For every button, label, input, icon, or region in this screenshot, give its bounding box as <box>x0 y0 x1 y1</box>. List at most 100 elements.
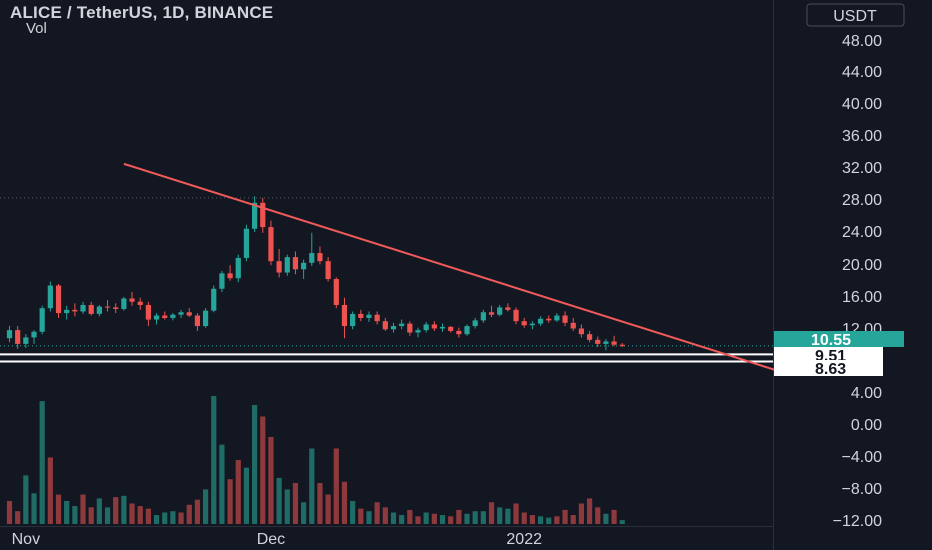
volume-bar <box>464 513 470 524</box>
volume-bar <box>227 479 233 524</box>
currency-button[interactable]: USDT <box>806 3 905 27</box>
candle-body <box>570 322 576 329</box>
volume-bar <box>64 500 70 524</box>
price-badge-text: 8.63 <box>815 361 846 378</box>
candle-body <box>513 309 519 322</box>
volume-bar <box>104 507 111 524</box>
candle-body <box>333 279 339 305</box>
candle <box>153 313 160 325</box>
volume-bar <box>350 500 356 524</box>
volume-bar <box>382 507 388 524</box>
price-badge-bg <box>774 331 904 347</box>
candle <box>423 322 429 333</box>
candle-body <box>390 326 397 330</box>
volume-bar <box>178 512 184 524</box>
y-tick-label: 4.00 <box>851 385 882 402</box>
candle-body <box>113 307 119 310</box>
volume-bar <box>497 507 503 524</box>
candle-body <box>55 285 62 314</box>
volume-bar <box>55 494 62 524</box>
candle <box>350 311 356 330</box>
volume-bar <box>521 512 527 524</box>
candle-body <box>562 315 568 323</box>
y-tick-label: −12.00 <box>833 513 882 530</box>
volume-bar <box>431 513 437 524</box>
y-tick-label: 28.00 <box>842 192 882 209</box>
candle-body <box>129 298 135 302</box>
candle <box>39 305 45 335</box>
candle-body <box>72 309 78 312</box>
candle-body <box>464 326 470 335</box>
candle-body <box>219 273 225 289</box>
candle <box>448 326 454 333</box>
candle <box>382 317 388 331</box>
volume-bar <box>341 481 348 524</box>
volume-bar <box>72 506 78 524</box>
candle-body <box>537 318 544 324</box>
volume-bar <box>472 511 478 524</box>
volume-bar <box>537 516 544 524</box>
y-tick-label: 20.00 <box>842 257 882 274</box>
candle <box>129 291 135 306</box>
candle-body <box>619 344 625 346</box>
candle-body <box>47 285 53 309</box>
candle <box>170 313 176 321</box>
volume-bar <box>619 520 625 524</box>
candle <box>260 197 266 233</box>
volume-bar <box>31 493 37 524</box>
candle <box>464 324 470 336</box>
candle <box>80 301 86 314</box>
volume-bar <box>415 516 421 524</box>
candle-body <box>595 339 601 344</box>
candle <box>268 220 274 266</box>
volume-bar <box>423 512 429 524</box>
price-badge-bg <box>774 360 883 376</box>
candle-body <box>358 313 364 318</box>
candle <box>554 313 560 323</box>
x-tick-label: 2022 <box>506 531 542 548</box>
candle <box>23 334 29 348</box>
candle <box>202 308 209 328</box>
candle <box>55 283 62 318</box>
candle <box>88 301 94 316</box>
candle-body <box>317 253 323 262</box>
volume-bar <box>284 489 290 524</box>
candle-body <box>243 228 250 258</box>
candle-body <box>284 257 290 273</box>
candle-body <box>96 306 102 314</box>
candle-body <box>235 257 241 279</box>
candle <box>6 326 13 343</box>
candle <box>317 246 323 265</box>
volume-bar <box>186 504 192 524</box>
candle-body <box>423 324 429 331</box>
candle <box>456 327 462 338</box>
candle-body <box>137 301 143 305</box>
volume-bar <box>129 503 135 524</box>
candle-body <box>145 304 151 320</box>
volume-bar <box>488 502 495 524</box>
candle-body <box>366 314 372 318</box>
candle <box>235 254 241 283</box>
candle-body <box>529 323 535 326</box>
currency-label: USDT <box>833 8 877 25</box>
candle <box>194 313 201 331</box>
candle-body <box>104 306 111 308</box>
candle-body <box>521 321 527 326</box>
candle-body <box>186 312 192 316</box>
volume-bar <box>513 503 519 524</box>
candle <box>537 316 544 327</box>
price-badge-bg <box>774 347 883 363</box>
candle-body <box>252 202 258 229</box>
y-tick-label: 16.00 <box>842 289 882 306</box>
candle <box>374 311 380 325</box>
volume-bar <box>448 516 454 524</box>
volume-bar <box>603 513 609 524</box>
candle <box>284 254 290 276</box>
candle <box>276 249 282 278</box>
candle <box>64 305 70 320</box>
volume-bar <box>113 497 119 524</box>
volume-bar <box>268 436 274 524</box>
candle <box>586 330 593 343</box>
volume-bar <box>546 517 552 524</box>
